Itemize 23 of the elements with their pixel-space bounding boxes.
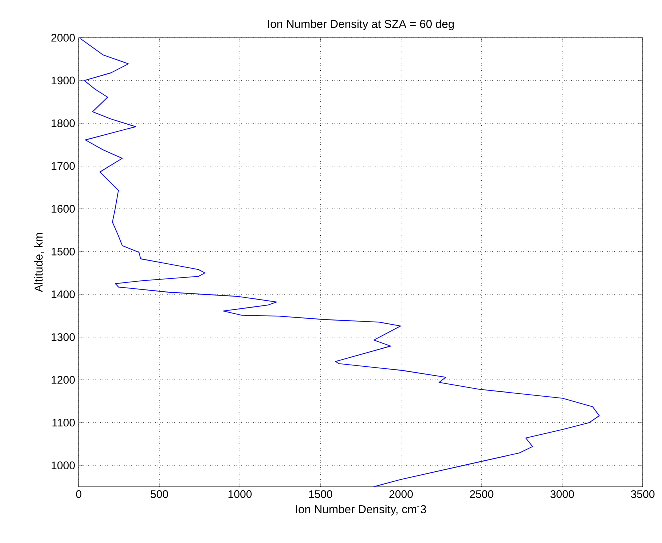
x-tick-label: 1500: [309, 490, 332, 498]
y-tick-label: 1300: [52, 333, 76, 342]
y-tick-label: 1400: [52, 290, 76, 298]
chart-title: Ion Number Density at SZA = 60 deg: [268, 20, 454, 30]
y-tick-label: 1700: [52, 162, 76, 170]
y-axis-title: Altitude, km: [34, 233, 44, 292]
x-tick-label: 2500: [470, 490, 494, 498]
x-tick-label: 2000: [390, 490, 414, 498]
x-axis-title: Ion Number Density, cm$^{-}$3: [296, 505, 426, 516]
y-tick-label: 2000: [52, 34, 76, 42]
x-tick-label: 1000: [228, 490, 252, 498]
x-tick-label: 500: [150, 490, 168, 498]
x-tick-label: 0: [76, 490, 82, 498]
y-tick-label: 1000: [52, 462, 76, 470]
y-tick-label: 1200: [52, 376, 76, 384]
y-tick-label: 1900: [52, 76, 76, 85]
y-tick-label: 1500: [52, 248, 76, 256]
x-tick-label: 3000: [550, 490, 574, 498]
y-tick-label: 1100: [52, 418, 76, 427]
y-tick-label: 1600: [52, 205, 76, 213]
y-tick-label: 1800: [52, 120, 76, 128]
line-series: [80, 38, 600, 487]
x-tick-label: 3500: [631, 490, 655, 498]
